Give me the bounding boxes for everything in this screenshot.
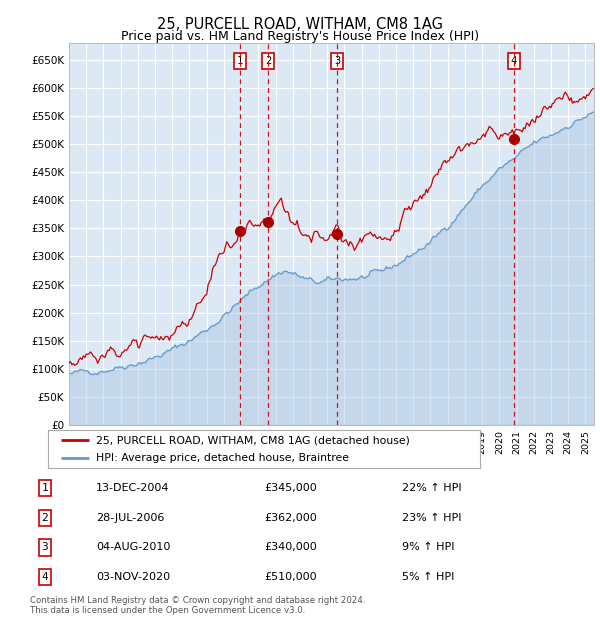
Text: 03-NOV-2020: 03-NOV-2020 [96,572,170,582]
Text: 1: 1 [237,56,244,66]
Text: Price paid vs. HM Land Registry's House Price Index (HPI): Price paid vs. HM Land Registry's House … [121,30,479,43]
Text: 25, PURCELL ROAD, WITHAM, CM8 1AG: 25, PURCELL ROAD, WITHAM, CM8 1AG [157,17,443,32]
Text: 1: 1 [41,483,49,493]
Text: 9% ↑ HPI: 9% ↑ HPI [402,542,455,552]
Text: 3: 3 [334,56,340,66]
Text: £362,000: £362,000 [264,513,317,523]
Text: 5% ↑ HPI: 5% ↑ HPI [402,572,454,582]
Text: £510,000: £510,000 [264,572,317,582]
Text: Contains HM Land Registry data © Crown copyright and database right 2024.
This d: Contains HM Land Registry data © Crown c… [30,596,365,615]
Text: £340,000: £340,000 [264,542,317,552]
Text: 22% ↑ HPI: 22% ↑ HPI [402,483,461,493]
Text: 2: 2 [265,56,271,66]
Text: 4: 4 [511,56,517,66]
Text: 2: 2 [41,513,49,523]
Text: 13-DEC-2004: 13-DEC-2004 [96,483,170,493]
Text: 25, PURCELL ROAD, WITHAM, CM8 1AG (detached house): 25, PURCELL ROAD, WITHAM, CM8 1AG (detac… [95,435,409,445]
Text: 28-JUL-2006: 28-JUL-2006 [96,513,164,523]
Text: 4: 4 [41,572,49,582]
Text: HPI: Average price, detached house, Braintree: HPI: Average price, detached house, Brai… [95,453,349,464]
Text: 23% ↑ HPI: 23% ↑ HPI [402,513,461,523]
Text: 3: 3 [41,542,49,552]
Text: 04-AUG-2010: 04-AUG-2010 [96,542,170,552]
Text: £345,000: £345,000 [264,483,317,493]
